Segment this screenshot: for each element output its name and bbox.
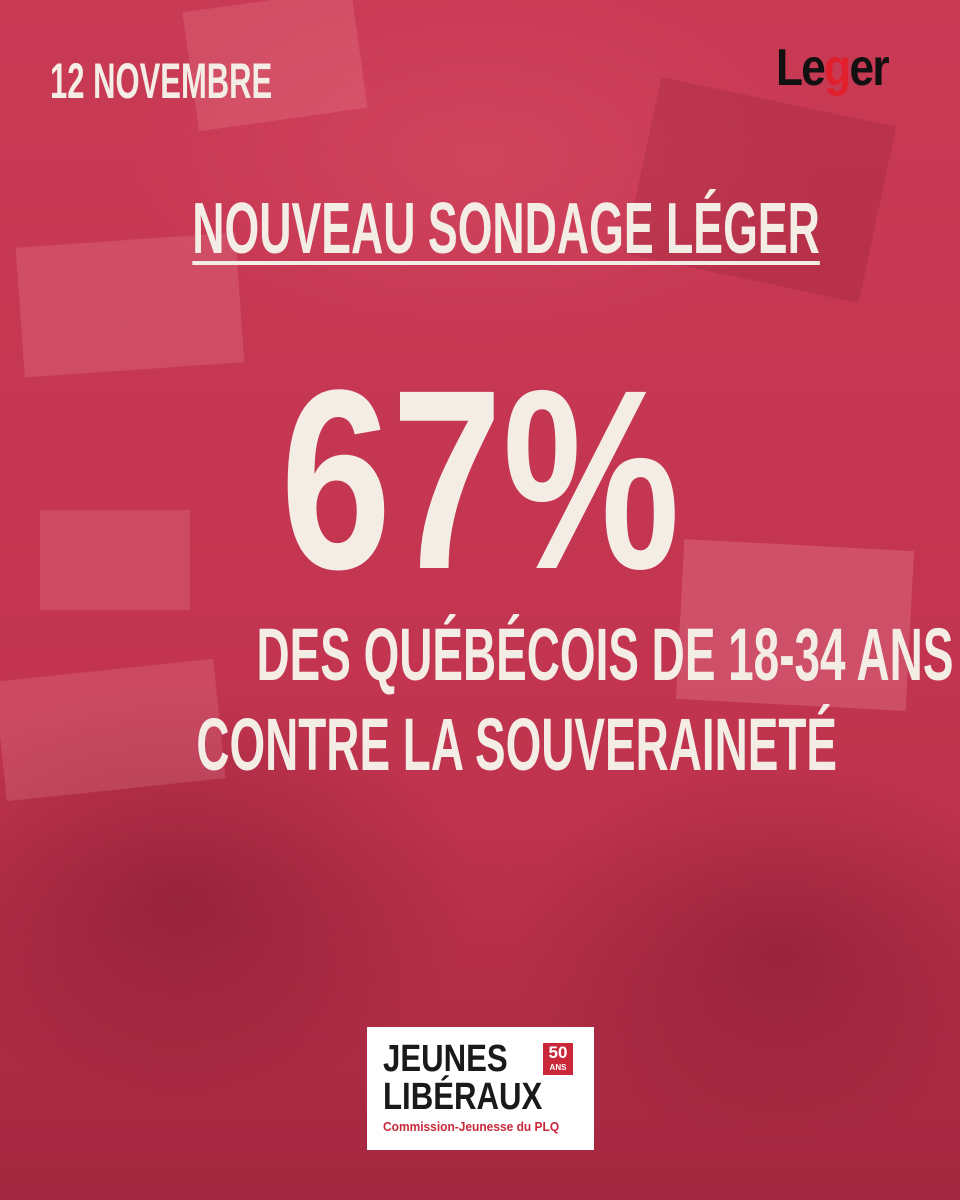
brand-logo: Leger [776,38,890,98]
footer-logo: JEUNES LIBÉRAUX 50 ANS Commission-Jeunes… [367,1027,594,1150]
stat-row: 67% [0,337,960,623]
date: 12 NOVEMBRE [50,53,273,109]
logo-word: JEUNES [383,1038,508,1080]
logo-word: LIBÉRAUX [383,1076,543,1118]
logo-part: Le [776,39,826,97]
stat: 67% [280,337,680,623]
badge-text: ANS [549,1063,567,1072]
logo-part: er [849,39,889,97]
anniversary-badge: 50 ANS [543,1043,573,1075]
logo-part: g [824,39,851,97]
text-row: DES QUÉBÉCOIS DE 18-34 ANS SONT [0,615,960,695]
badge-number: 50 [548,1043,568,1062]
subtitle-line: CONTRE LA SOUVERAINETÉ [196,703,837,786]
text-row: CONTRE LA SOUVERAINETÉ [0,705,960,785]
subtitle-line: DES QUÉBÉCOIS DE 18-34 ANS SONT [256,613,960,696]
bg-flag [40,510,190,610]
tagline: Commission-Jeunesse du PLQ [383,1119,560,1134]
title: NOUVEAU SONDAGE LÉGER [192,189,820,269]
title-row: NOUVEAU SONDAGE LÉGER [0,188,960,270]
